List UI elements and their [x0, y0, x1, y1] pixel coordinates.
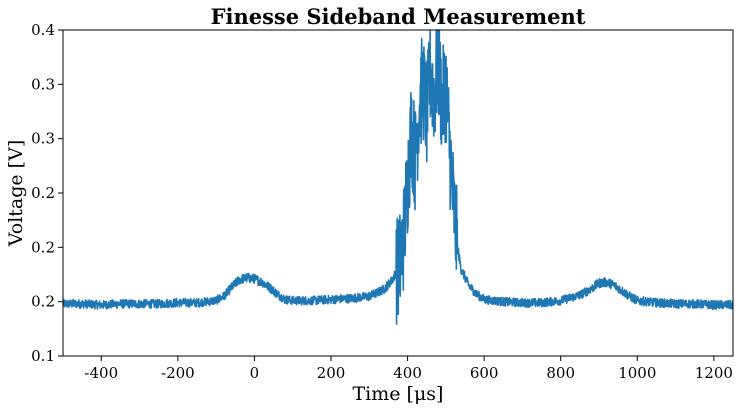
x-tick-label: 800	[546, 364, 575, 382]
x-axis: -400 -200 0 200 400 600 800 1000 1200	[84, 356, 733, 382]
y-tick-label: 0.4	[31, 21, 55, 39]
chart-title: Finesse Sideband Measurement	[211, 4, 586, 29]
y-tick-label: 0.3	[31, 130, 55, 148]
x-axis-label: Time [μs]	[353, 383, 444, 405]
x-tick-label: 400	[393, 364, 422, 382]
x-tick-label: 1200	[695, 364, 733, 382]
y-axis-label: Voltage [V]	[5, 140, 27, 247]
y-tick-label: 0.1	[31, 347, 55, 365]
x-tick-label: 200	[317, 364, 346, 382]
y-axis: 0.1 0.2 0.2 0.2 0.3 0.3 0.4	[31, 21, 63, 365]
y-tick-label: 0.2	[31, 293, 55, 311]
y-tick-label: 0.3	[31, 75, 55, 93]
x-tick-label: 0	[250, 364, 260, 382]
series-line	[62, 29, 734, 326]
plot-lines	[62, 29, 734, 326]
x-tick-label: 1000	[618, 364, 656, 382]
y-tick-label: 0.2	[31, 238, 55, 256]
x-tick-label: -400	[84, 364, 118, 382]
x-tick-label: 600	[470, 364, 499, 382]
x-tick-label: -200	[161, 364, 195, 382]
y-tick-label: 0.2	[31, 184, 55, 202]
